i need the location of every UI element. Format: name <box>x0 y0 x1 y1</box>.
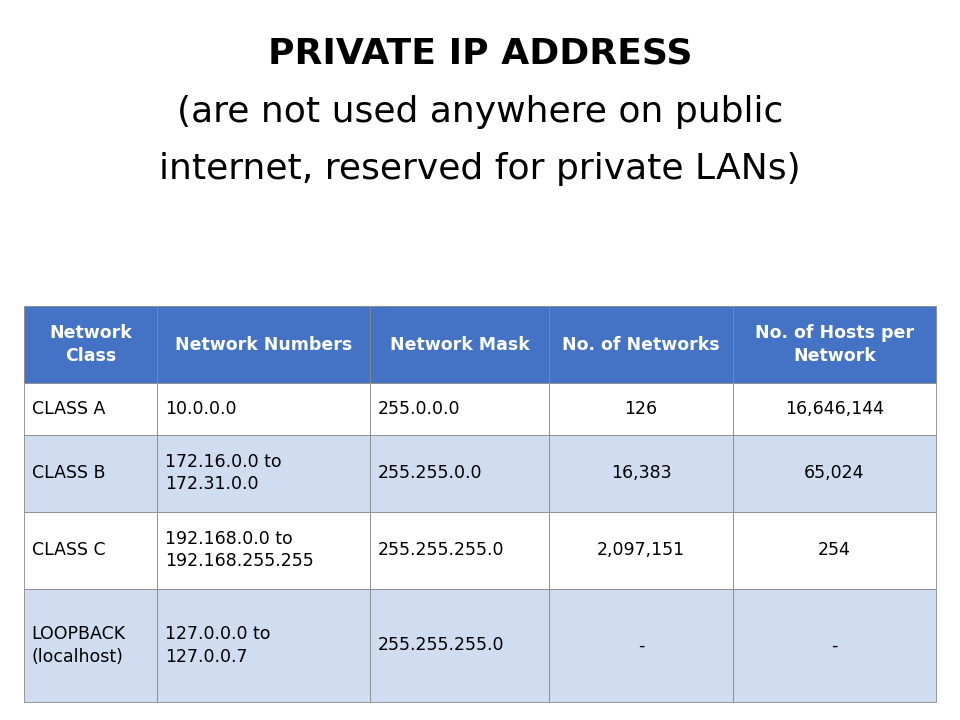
Text: CLASS A: CLASS A <box>32 400 105 418</box>
Text: 255.0.0.0: 255.0.0.0 <box>378 400 461 418</box>
Text: -: - <box>831 636 838 654</box>
Text: 16,646,144: 16,646,144 <box>785 400 884 418</box>
Text: 126: 126 <box>624 400 658 418</box>
Text: 16,383: 16,383 <box>611 464 671 482</box>
Text: 65,024: 65,024 <box>804 464 865 482</box>
Text: 10.0.0.0: 10.0.0.0 <box>165 400 237 418</box>
Text: CLASS B: CLASS B <box>32 464 106 482</box>
Text: No. of Hosts per
Network: No. of Hosts per Network <box>755 325 914 364</box>
Text: 254: 254 <box>818 541 851 559</box>
Text: CLASS C: CLASS C <box>32 541 106 559</box>
Text: 2,097,151: 2,097,151 <box>597 541 685 559</box>
Text: Network Mask: Network Mask <box>390 336 530 354</box>
Text: -: - <box>637 636 644 654</box>
Text: 192.168.0.0 to
192.168.255.255: 192.168.0.0 to 192.168.255.255 <box>165 530 314 570</box>
Text: 172.16.0.0 to
172.31.0.0: 172.16.0.0 to 172.31.0.0 <box>165 453 282 493</box>
Text: PRIVATE IP ADDRESS: PRIVATE IP ADDRESS <box>268 37 692 71</box>
Text: 127.0.0.0 to
127.0.0.7: 127.0.0.0 to 127.0.0.7 <box>165 626 271 665</box>
Text: Network
Class: Network Class <box>49 325 132 364</box>
Text: 255.255.255.0: 255.255.255.0 <box>378 636 504 654</box>
Text: Network Numbers: Network Numbers <box>176 336 352 354</box>
Text: LOOPBACK
(localhost): LOOPBACK (localhost) <box>32 626 126 665</box>
Text: 255.255.255.0: 255.255.255.0 <box>378 541 504 559</box>
Text: (are not used anywhere on public: (are not used anywhere on public <box>177 94 783 129</box>
Text: 255.255.0.0: 255.255.0.0 <box>378 464 483 482</box>
Text: internet, reserved for private LANs): internet, reserved for private LANs) <box>159 152 801 186</box>
Text: No. of Networks: No. of Networks <box>563 336 720 354</box>
